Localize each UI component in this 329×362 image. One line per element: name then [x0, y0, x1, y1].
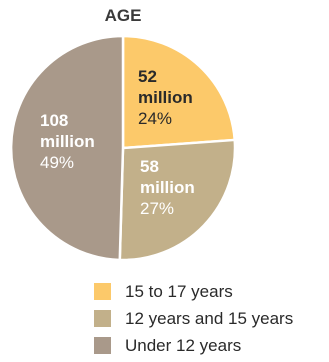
pie-slice-12-to-15: [118, 138, 237, 262]
legend-swatch-12-to-15: [94, 310, 111, 327]
legend-swatch-under-12: [94, 337, 111, 354]
legend-item-under-12: Under 12 years: [94, 332, 293, 359]
pie-slice-under-12: [9, 34, 125, 262]
slice-unit-label-12-to-15: million: [140, 178, 195, 197]
slice-percent-label-under-12: 49%: [40, 153, 74, 172]
legend-swatch-15-to-17: [94, 283, 111, 300]
pie-slice-15-to-17: [121, 34, 237, 150]
legend-label-12-to-15: 12 years and 15 years: [125, 308, 294, 328]
legend-item-12-to-15: 12 years and 15 years: [94, 305, 293, 332]
legend-label-under-12: Under 12 years: [125, 335, 242, 355]
chart-title: AGE: [104, 6, 142, 25]
legend: 15 to 17 years 12 years and 15 years Und…: [94, 278, 293, 359]
slice-value-label-under-12: 108: [40, 111, 68, 130]
legend-label-15-to-17: 15 to 17 years: [125, 281, 233, 301]
legend-item-15-to-17: 15 to 17 years: [94, 278, 293, 305]
slice-value-label-15-to-17: 52: [138, 67, 157, 86]
slice-value-label-12-to-15: 58: [140, 157, 159, 176]
slice-percent-label-15-to-17: 24%: [138, 109, 172, 128]
slice-percent-label-12-to-15: 27%: [140, 199, 174, 218]
slice-unit-label-15-to-17: million: [138, 88, 193, 107]
slice-unit-label-under-12: million: [40, 132, 95, 151]
pie-chart: 52 million 24% 58 million 27% 108 million 49%: [9, 34, 237, 262]
